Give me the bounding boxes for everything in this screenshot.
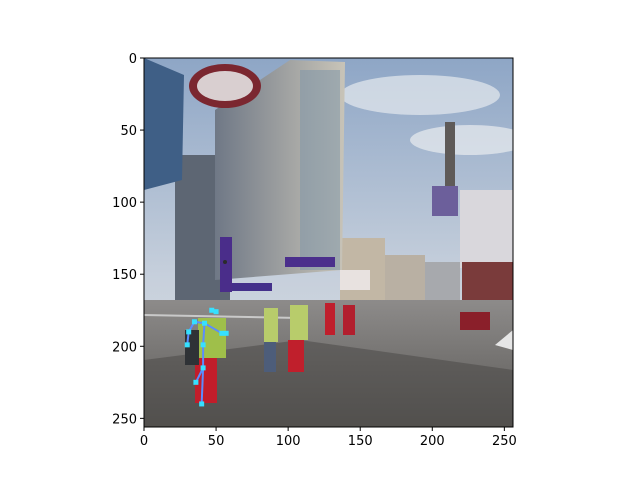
pose-keypoint [186,329,192,335]
pose-overlay [184,307,229,407]
pose-keypoint [209,307,215,313]
axes-frame [143,57,514,428]
y-tick-label: 150 [112,268,137,283]
pose-keypoint [193,379,199,385]
pose-keypoint [223,330,229,336]
pose-bone [204,322,223,335]
x-tick-label: 150 [348,434,373,449]
x-tick-label: 50 [208,434,225,449]
y-axis: 0 50 100 150 200 250 [112,52,144,427]
x-tick-label: 100 [276,434,301,449]
pose-keypoint [184,342,190,348]
y-tick-label: 0 [129,52,137,67]
pose-bone [200,367,205,404]
pose-keypoint [213,309,219,315]
x-axis: 0 50 100 150 200 250 [140,427,517,449]
y-tick-label: 200 [112,340,137,355]
x-tick-label: 250 [492,434,517,449]
x-tick-label: 200 [420,434,445,449]
pose-keypoint [219,330,225,336]
pose-keypoint [200,342,206,348]
pose-keypoint [199,401,205,407]
pose-keypoint [191,319,197,325]
x-tick-label: 0 [140,434,148,449]
pose-keypoint [202,320,208,326]
y-tick-label: 100 [112,196,137,211]
pose-bone [202,323,206,345]
pose-keypoint [200,365,206,371]
y-tick-label: 250 [112,412,137,427]
y-tick-label: 50 [120,124,137,139]
